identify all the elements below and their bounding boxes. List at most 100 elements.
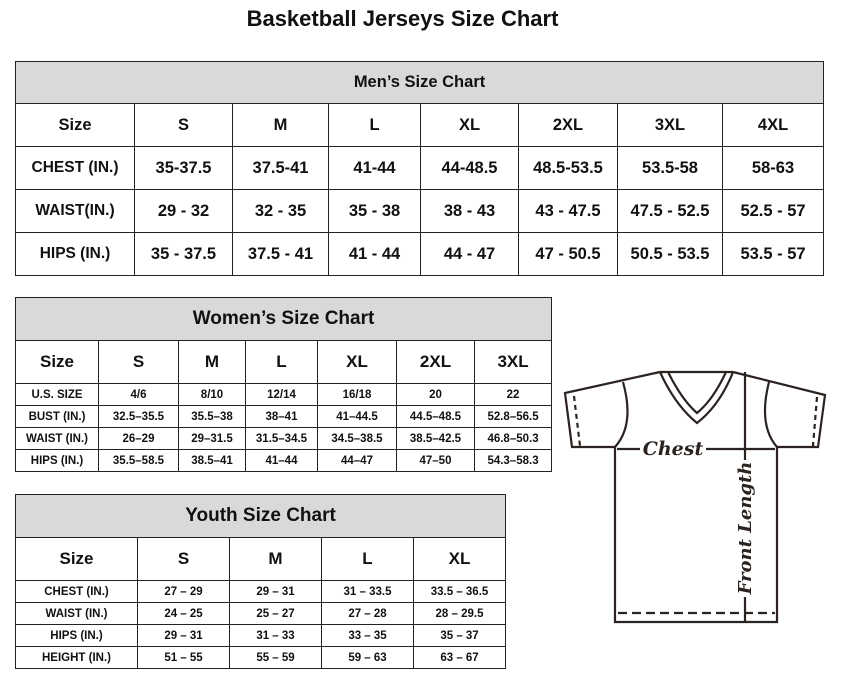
measure-cell: 31 – 33 bbox=[229, 624, 322, 647]
measure-cell: 31 – 33.5 bbox=[321, 580, 414, 603]
measure-cell: 47 - 50.5 bbox=[518, 232, 618, 276]
measure-cell: 59 – 63 bbox=[321, 646, 414, 669]
size-label: Size bbox=[15, 103, 135, 147]
row-label: HIPS (IN.) bbox=[15, 232, 135, 276]
measure-cell: 43 - 47.5 bbox=[518, 189, 618, 233]
measure-cell: 44.5–48.5 bbox=[396, 405, 475, 428]
table-row: U.S. SIZE 4/6 8/10 12/14 16/18 20 22 bbox=[15, 383, 553, 406]
table-row: WAIST(IN.) 29 - 32 32 - 35 35 - 38 38 - 43 43… bbox=[15, 189, 825, 233]
measure-cell: 32 - 35 bbox=[232, 189, 329, 233]
table-row: HIPS (IN.) 35.5–58.5 38.5–41 41–44 44–47 47–5… bbox=[15, 449, 553, 472]
size-label: Size bbox=[15, 537, 138, 581]
measure-cell: 46.8–50.3 bbox=[473, 427, 553, 450]
measure-cell: 35.5–38 bbox=[178, 405, 246, 428]
measure-cell: 29–31.5 bbox=[178, 427, 246, 450]
jersey-diagram: Chest Front Length bbox=[563, 370, 827, 624]
measure-cell: 41–44 bbox=[245, 449, 318, 472]
measure-cell: 8/10 bbox=[178, 383, 246, 406]
table-row: HIPS (IN.) 29 – 31 31 – 33 33 – 35 35 – 37 bbox=[15, 624, 507, 647]
measure-cell: 35 - 38 bbox=[328, 189, 421, 233]
size-header: 4XL bbox=[721, 103, 825, 147]
measure-cell: 53.5-58 bbox=[617, 146, 723, 190]
table-header: Men’s Size Chart bbox=[14, 61, 825, 104]
row-label: HIPS (IN.) bbox=[15, 624, 138, 647]
table-row: WAIST (IN.) 24 – 25 25 – 27 27 – 28 28 – 29.… bbox=[15, 602, 507, 625]
measure-cell: 41-44 bbox=[328, 146, 421, 190]
measure-cell: 44-48.5 bbox=[420, 146, 519, 190]
youth-size-table: Youth Size Chart Size S M L XL CHEST (IN.) 27 … bbox=[14, 494, 507, 669]
measure-cell: 12/14 bbox=[245, 383, 318, 406]
measure-cell: 31.5–34.5 bbox=[245, 427, 318, 450]
table-header: Women’s Size Chart bbox=[14, 297, 553, 341]
chest-label: Chest bbox=[643, 438, 704, 460]
size-header: L bbox=[321, 537, 414, 581]
measure-cell: 48.5-53.5 bbox=[518, 146, 618, 190]
size-header: 2XL bbox=[518, 103, 618, 147]
measure-cell: 34.5–38.5 bbox=[317, 427, 397, 450]
sleeve-hems bbox=[572, 395, 819, 447]
row-label: BUST (IN.) bbox=[15, 405, 99, 428]
measure-cell: 38 - 43 bbox=[420, 189, 519, 233]
size-header: 3XL bbox=[617, 103, 723, 147]
measure-cell: 38–41 bbox=[245, 405, 318, 428]
measure-cell: 52.8–56.5 bbox=[473, 405, 553, 428]
table-row: BUST (IN.) 32.5–35.5 35.5–38 38–41 41–44.5 44… bbox=[15, 405, 553, 428]
measure-cell: 33.5 – 36.5 bbox=[412, 580, 507, 603]
row-label: WAIST (IN.) bbox=[15, 602, 138, 625]
size-header: S bbox=[137, 537, 230, 581]
measure-cell: 22 bbox=[473, 383, 553, 406]
row-label: WAIST(IN.) bbox=[15, 189, 135, 233]
measure-cell: 50.5 - 53.5 bbox=[617, 232, 723, 276]
size-header: M bbox=[178, 340, 246, 384]
measure-cell: 16/18 bbox=[317, 383, 397, 406]
measure-cell: 44 - 47 bbox=[420, 232, 519, 276]
measure-cell: 41 - 44 bbox=[328, 232, 421, 276]
measure-cell: 38.5–42.5 bbox=[396, 427, 475, 450]
measure-cell: 4/6 bbox=[98, 383, 179, 406]
size-header: M bbox=[232, 103, 329, 147]
measure-cell: 47.5 - 52.5 bbox=[617, 189, 723, 233]
measure-cell: 58-63 bbox=[721, 146, 825, 190]
size-header: L bbox=[328, 103, 421, 147]
size-header: L bbox=[245, 340, 318, 384]
size-header: 2XL bbox=[396, 340, 475, 384]
row-label: HEIGHT (IN.) bbox=[15, 646, 138, 669]
row-label: CHEST (IN.) bbox=[15, 580, 138, 603]
size-header: S bbox=[134, 103, 233, 147]
row-label: CHEST (IN.) bbox=[15, 146, 135, 190]
measure-cell: 44–47 bbox=[317, 449, 397, 472]
measure-cell: 35.5–58.5 bbox=[98, 449, 179, 472]
measure-cell: 47–50 bbox=[396, 449, 475, 472]
mens-size-table: Men’s Size Chart Size S M L XL 2XL 3XL 4XL CHEST… bbox=[14, 61, 825, 276]
measure-cell: 52.5 - 57 bbox=[721, 189, 825, 233]
size-header: XL bbox=[412, 537, 507, 581]
measure-cell: 32.5–35.5 bbox=[98, 405, 179, 428]
measure-cell: 20 bbox=[396, 383, 475, 406]
measure-cell: 55 – 59 bbox=[229, 646, 322, 669]
measure-cell: 51 – 55 bbox=[137, 646, 230, 669]
measure-cell: 41–44.5 bbox=[317, 405, 397, 428]
size-label: Size bbox=[15, 340, 99, 384]
collar bbox=[658, 370, 735, 425]
measure-cell: 27 – 28 bbox=[321, 602, 414, 625]
measure-cell: 38.5–41 bbox=[178, 449, 246, 472]
measure-cell: 35-37.5 bbox=[134, 146, 233, 190]
measure-cell: 29 - 32 bbox=[134, 189, 233, 233]
sleeve-seams bbox=[614, 381, 778, 448]
measure-cell: 53.5 - 57 bbox=[721, 232, 825, 276]
measure-cell: 28 – 29.5 bbox=[412, 602, 507, 625]
size-header: XL bbox=[420, 103, 519, 147]
measure-cell: 54.3–58.3 bbox=[473, 449, 553, 472]
table-row: CHEST (IN.) 35-37.5 37.5-41 41-44 44-48.5 48.… bbox=[15, 146, 825, 190]
measure-cell: 29 – 31 bbox=[229, 580, 322, 603]
row-label: WAIST (IN.) bbox=[15, 427, 99, 450]
size-header: S bbox=[98, 340, 179, 384]
table-header: Youth Size Chart bbox=[14, 494, 507, 538]
measure-cell: 35 - 37.5 bbox=[134, 232, 233, 276]
table-row: HIPS (IN.) 35 - 37.5 37.5 - 41 41 - 44 44 - … bbox=[15, 232, 825, 276]
measure-cell: 27 – 29 bbox=[137, 580, 230, 603]
row-label: U.S. SIZE bbox=[15, 383, 99, 406]
size-header: XL bbox=[317, 340, 397, 384]
table-row: HEIGHT (IN.) 51 – 55 55 – 59 59 – 63 63 – 67 bbox=[15, 646, 507, 669]
measure-cell: 37.5-41 bbox=[232, 146, 329, 190]
